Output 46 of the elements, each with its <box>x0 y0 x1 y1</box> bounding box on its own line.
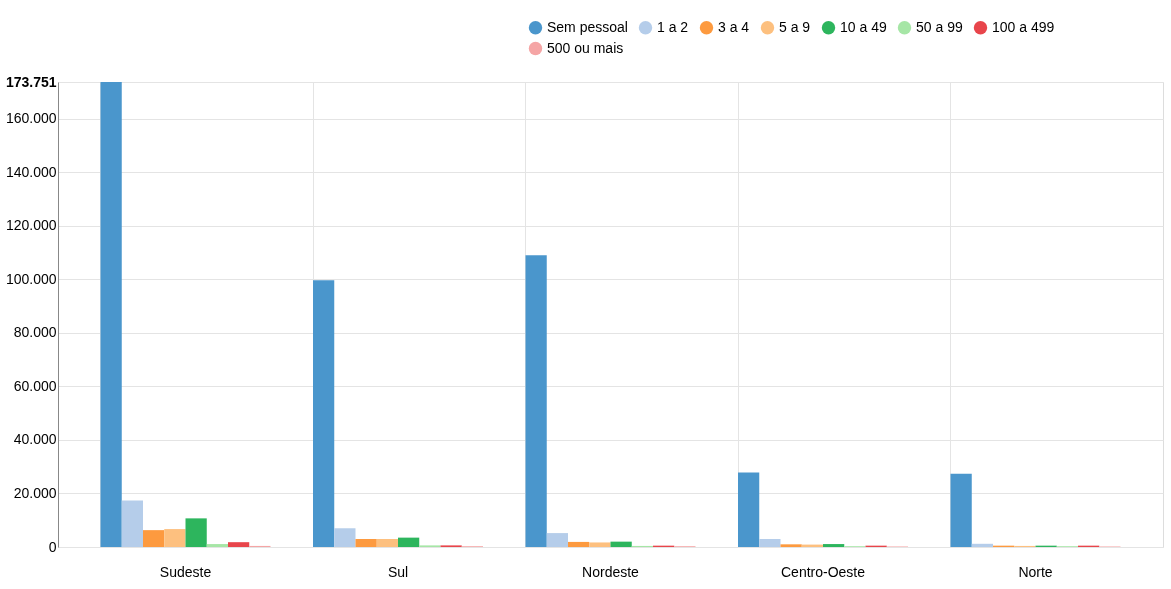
y-tick-label: 0 <box>48 538 57 555</box>
y-tick-label: 100.000 <box>5 270 57 287</box>
bar <box>823 544 845 547</box>
bar <box>759 538 781 547</box>
legend-label: 100 a 499 <box>992 18 1055 35</box>
bar <box>950 473 972 547</box>
bar <box>164 529 186 547</box>
y-tick-label: 40.000 <box>13 431 57 448</box>
bar <box>546 533 568 547</box>
bar <box>971 543 993 547</box>
legend-label: 3 a 4 <box>718 18 750 35</box>
bar <box>121 500 143 547</box>
legend-label: 10 a 49 <box>840 18 887 35</box>
x-tick-label: Nordeste <box>582 563 640 580</box>
bar <box>334 528 356 547</box>
bar <box>100 82 122 547</box>
bar <box>228 542 250 547</box>
y-tick-label: 80.000 <box>13 324 57 341</box>
y-tick-label: 140.000 <box>5 163 57 180</box>
bar <box>143 530 165 547</box>
bar <box>185 518 207 547</box>
bar <box>376 538 398 547</box>
bar <box>355 538 377 547</box>
legend-label: Sem pessoal <box>547 18 628 35</box>
legend-label: 1 a 2 <box>657 18 689 35</box>
y-tick-label: 160.000 <box>5 110 57 127</box>
bar <box>398 537 420 547</box>
bar <box>313 280 335 547</box>
x-tick-label: Sul <box>387 563 409 580</box>
y-tick-label: 20.000 <box>13 484 57 501</box>
legend-label: 500 ou mais <box>547 39 624 56</box>
bar <box>525 255 547 547</box>
x-tick-label: Centro-Oeste <box>780 563 866 580</box>
bar <box>568 541 590 547</box>
y-tick-label: 173.751 <box>5 73 57 90</box>
bar <box>610 541 632 547</box>
bar <box>589 542 611 547</box>
x-tick-label: Sudeste <box>159 563 212 580</box>
y-tick-label: 60.000 <box>13 377 57 394</box>
bar <box>738 472 760 547</box>
bar <box>206 544 228 547</box>
y-tick-label: 120.000 <box>5 217 57 234</box>
legend-label: 5 a 9 <box>779 18 811 35</box>
bar <box>780 544 802 547</box>
legend-label: 50 a 99 <box>916 18 963 35</box>
x-tick-label: Norte <box>1018 563 1053 580</box>
